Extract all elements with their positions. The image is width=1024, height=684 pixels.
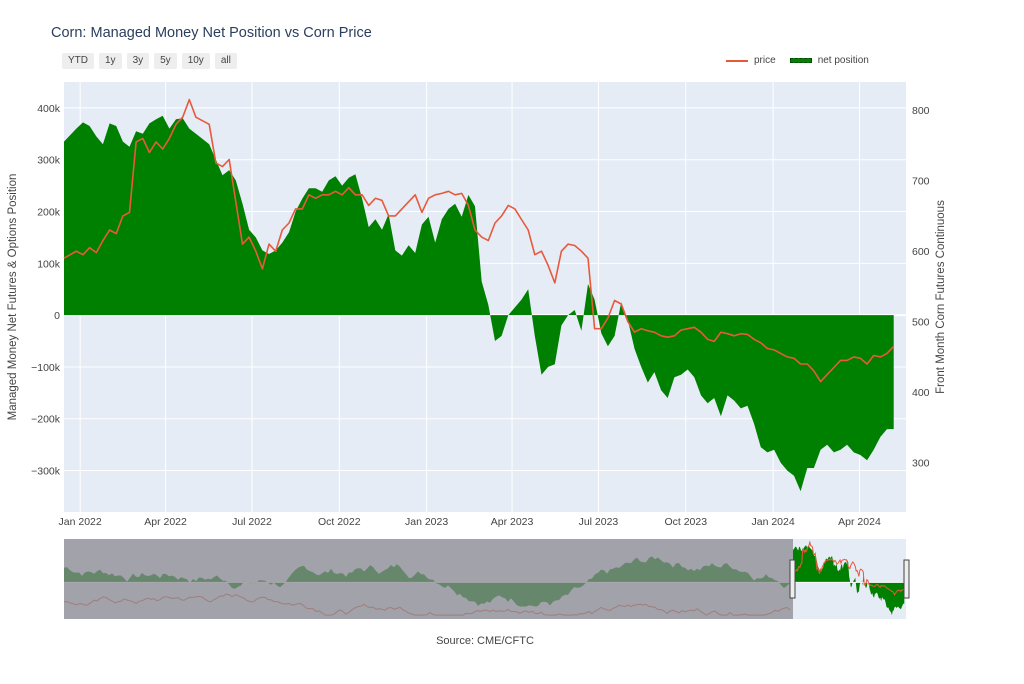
- left-tick-label: 300k: [37, 155, 61, 167]
- range-slider-right-handle[interactable]: [903, 559, 910, 599]
- left-tick-label: 0: [54, 310, 60, 322]
- left-tick-label: −200k: [31, 414, 61, 426]
- legend-swatch-price: [726, 59, 748, 62]
- range-slider-left-handle[interactable]: [789, 559, 796, 599]
- range-button-1y[interactable]: 1y: [99, 53, 122, 69]
- left-tick-label: −100k: [31, 362, 61, 374]
- price-line-layer[interactable]: [63, 98, 895, 383]
- x-tick-label: Apr 2022: [144, 516, 187, 528]
- range-button-10y[interactable]: 10y: [181, 53, 210, 69]
- left-y-axis: 400k 300k 200k 100k 0 −100k −200k −300k: [31, 103, 61, 478]
- x-axis: Jan 2022 Apr 2022 Jul 2022 Oct 2022 Jan 2023…: [59, 516, 881, 528]
- right-tick-label: 300: [912, 458, 930, 470]
- right-tick-label: 700: [912, 176, 930, 188]
- net-position-series[interactable]: [64, 115, 894, 492]
- left-tick-label: 100k: [37, 258, 61, 270]
- range-button-5y[interactable]: 5y: [154, 53, 177, 69]
- x-tick-label: Apr 2023: [491, 516, 534, 528]
- price-series[interactable]: [63, 98, 895, 383]
- range-slider-unselected-mask[interactable]: [64, 539, 793, 619]
- left-tick-label: −300k: [31, 466, 61, 478]
- right-tick-label: 800: [912, 105, 930, 117]
- right-tick-label: 400: [912, 387, 930, 399]
- x-tick-label: Jul 2022: [232, 516, 272, 528]
- legend-label-price: price: [754, 55, 776, 66]
- range-slider[interactable]: [63, 539, 910, 619]
- legend: price net position: [726, 55, 869, 66]
- chart-title: Corn: Managed Money Net Position vs Corn…: [51, 25, 372, 41]
- x-tick-label: Oct 2022: [318, 516, 361, 528]
- left-tick-label: 200k: [37, 207, 61, 219]
- x-tick-label: Jul 2023: [579, 516, 619, 528]
- legend-swatch-net-position: [789, 58, 812, 63]
- left-axis-title: Managed Money Net Futures & Options Posi…: [7, 174, 19, 421]
- x-tick-label: Oct 2023: [664, 516, 707, 528]
- right-y-axis: 800 700 600 500 400 300: [912, 105, 930, 469]
- x-tick-label: Jan 2023: [405, 516, 448, 528]
- slider-price-selected: [792, 540, 905, 596]
- net-position-area[interactable]: [64, 115, 894, 492]
- range-button-all[interactable]: all: [214, 53, 237, 69]
- slider-net-position-selected: [793, 545, 905, 616]
- legend-label-net-position: net position: [817, 55, 869, 66]
- legend-item-price[interactable]: price: [726, 55, 776, 66]
- source-note: Source: CME/CFTC: [436, 635, 534, 647]
- left-tick-label: 400k: [37, 103, 61, 115]
- range-selector: YTD 1y 3y 5y 10y all: [62, 53, 237, 69]
- right-tick-label: 600: [912, 246, 930, 258]
- x-tick-label: Jan 2024: [751, 516, 794, 528]
- right-axis-title: Front Month Corn Futures Continuous: [935, 200, 947, 394]
- x-tick-label: Jan 2022: [59, 516, 102, 528]
- right-tick-label: 500: [912, 317, 930, 329]
- range-button-ytd[interactable]: YTD: [62, 53, 94, 69]
- legend-item-net-position[interactable]: net position: [789, 55, 869, 66]
- range-button-3y[interactable]: 3y: [126, 53, 150, 69]
- x-tick-label: Apr 2024: [838, 516, 881, 528]
